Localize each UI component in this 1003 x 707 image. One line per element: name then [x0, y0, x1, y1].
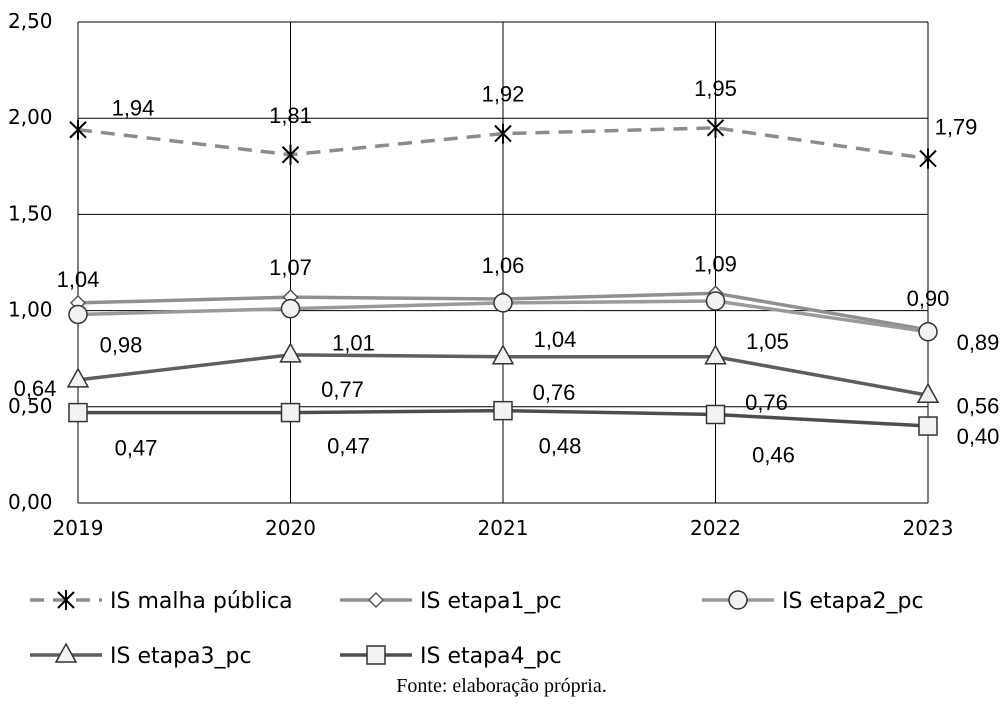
marker-asterisk: [919, 148, 937, 169]
marker-circle: [280, 298, 301, 319]
data-label: 1,94: [112, 96, 155, 121]
marker-triangle: [66, 367, 90, 388]
legend: IS malha pública IS etapa1_pc IS etapa2_pc…: [30, 589, 924, 669]
legend-label: IS etapa4_pc: [420, 644, 562, 669]
x-tick-label: 2022: [690, 516, 741, 540]
marker-asterisk: [706, 117, 725, 138]
data-label: 1,05: [746, 329, 789, 354]
data-label: 1,04: [534, 327, 577, 352]
marker-square: [366, 645, 386, 665]
marker-circle: [68, 304, 88, 325]
x-tick-label: 2023: [903, 516, 954, 540]
marker-triangle: [704, 344, 727, 365]
marker-triangle: [491, 344, 515, 365]
marker-asterisk: [57, 590, 75, 610]
data-label: 1,06: [482, 253, 525, 278]
marker-triangle: [916, 382, 940, 404]
series-square: [68, 400, 938, 436]
data-label: 1,04: [57, 267, 100, 292]
marker-square: [68, 402, 88, 423]
marker-circle: [705, 291, 726, 311]
legend-item: IS etapa4_pc: [340, 644, 562, 669]
marker-square: [918, 416, 938, 436]
data-label: 1,79: [935, 115, 978, 140]
data-label: 0,47: [327, 434, 370, 459]
legend-item: IS etapa1_pc: [340, 589, 562, 614]
legend-label: IS etapa2_pc: [782, 589, 924, 614]
marker-asterisk: [281, 144, 300, 165]
y-tick-label: 2,50: [8, 9, 53, 33]
legend-item: IS etapa2_pc: [702, 589, 924, 614]
axis-ticks: 0,00 0,50 1,00 1,50 2,00 2,50 2019 2020 2021 2022…: [8, 9, 953, 540]
legend-label: IS malha pública: [110, 589, 293, 614]
legend-item: IS malha pública: [30, 589, 293, 614]
data-label: 0,89: [957, 330, 1000, 355]
source-caption: Fonte: elaboração própria.: [396, 675, 607, 697]
marker-square: [493, 400, 513, 421]
y-tick-label: 0,50: [8, 394, 53, 418]
marker-square: [705, 404, 726, 425]
series-triangle: [66, 342, 940, 404]
marker-circle: [918, 322, 938, 342]
data-label: 0,98: [100, 332, 143, 357]
data-label: 1,09: [694, 251, 737, 276]
data-label: 1,81: [269, 103, 312, 128]
x-tick-label: 2021: [478, 516, 529, 540]
marker-circle: [728, 590, 748, 610]
data-label: 0,64: [14, 376, 57, 401]
x-tick-label: 2019: [53, 516, 104, 540]
data-label: 0,40: [957, 424, 1000, 449]
legend-label: IS etapa1_pc: [420, 589, 562, 614]
marker-diamond: [367, 591, 385, 609]
data-label: 0,76: [533, 380, 576, 405]
series-asterisk: [69, 117, 937, 169]
legend-label: IS etapa3_pc: [110, 644, 252, 669]
line-chart: 0,00 0,50 1,00 1,50 2,00 2,50 2019 2020 2021 2022…: [8, 9, 1000, 669]
marker-asterisk: [494, 123, 512, 144]
y-tick-label: 1,50: [8, 201, 53, 225]
marker-circle: [493, 293, 513, 313]
y-tick-label: 1,00: [8, 298, 53, 322]
data-label: 0,47: [115, 436, 158, 461]
data-label: 1,07: [269, 255, 312, 280]
marker-triangle: [54, 642, 78, 663]
x-tick-label: 2020: [265, 516, 316, 540]
data-labels: 1,94 1,81 1,92 1,95 1,79 1,04 1,07 1,06 1,09 0,90…: [14, 76, 1000, 468]
data-label: 1,01: [332, 331, 375, 356]
data-label: 0,56: [957, 393, 1000, 418]
data-label: 0,48: [539, 434, 582, 459]
y-tick-label: 2,00: [8, 105, 53, 129]
marker-asterisk: [69, 119, 87, 140]
legend-item: IS etapa3_pc: [30, 642, 252, 669]
data-label: 0,90: [907, 286, 950, 311]
y-tick-label: 0,00: [8, 490, 53, 514]
series-circle: [68, 291, 938, 342]
data-label: 1,92: [482, 82, 525, 107]
series-group: [66, 117, 940, 436]
data-label: 0,77: [321, 377, 364, 402]
data-label: 0,76: [745, 390, 788, 415]
marker-square: [280, 402, 301, 423]
data-label: 0,46: [752, 442, 795, 467]
data-label: 1,95: [694, 76, 737, 101]
marker-triangle: [279, 342, 302, 363]
